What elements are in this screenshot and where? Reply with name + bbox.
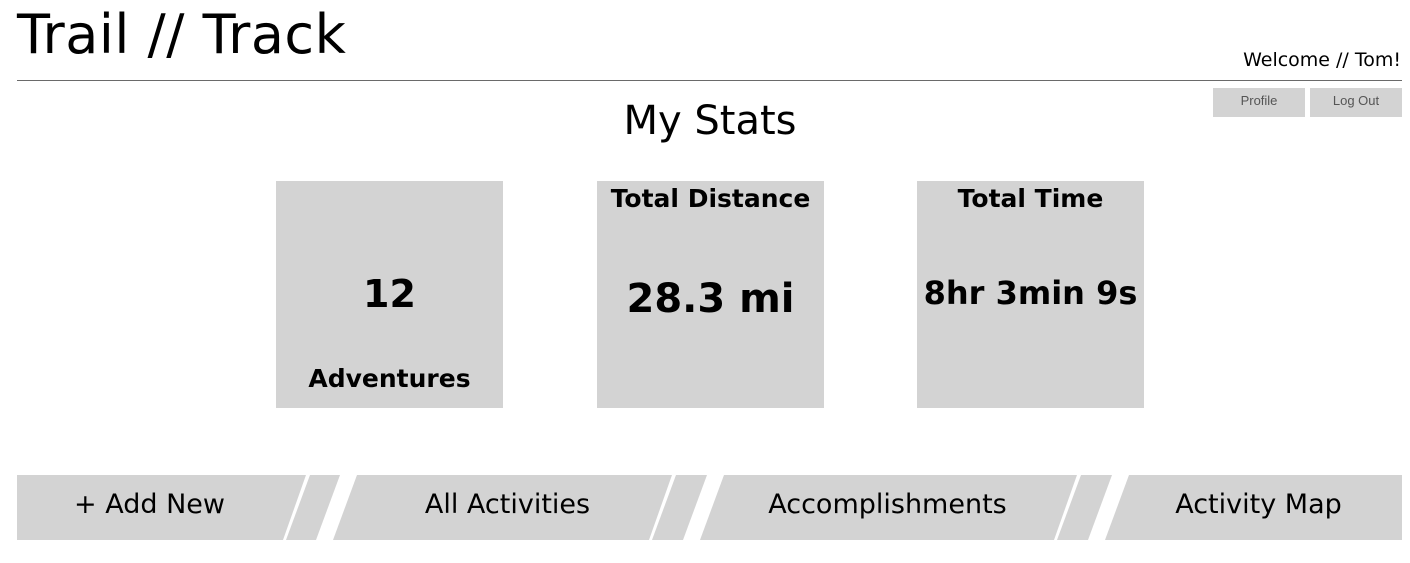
all-activities-button[interactable]: All Activities: [424, 489, 591, 520]
app-title: Trail // Track: [17, 3, 347, 66]
nav-segment-activity-map[interactable]: [1105, 475, 1402, 540]
nav-segments: [17, 475, 1402, 540]
adventures-count: 12: [363, 272, 416, 316]
add-new-button[interactable]: + Add New: [74, 489, 225, 520]
page-title: My Stats: [623, 98, 797, 144]
accomplishments-button[interactable]: Accomplishments: [768, 489, 1007, 520]
header-divider: [17, 80, 1402, 81]
nav-segment-accomplishments[interactable]: [700, 475, 1077, 540]
total-distance-card: Total Distance 28.3 mi: [597, 181, 824, 408]
total-time-label: Total Time: [957, 184, 1104, 213]
nav-segment-add-new[interactable]: [17, 475, 306, 540]
total-time-value: 8hr 3min 9s: [923, 274, 1138, 312]
nav-separator-stripe: [1057, 475, 1112, 540]
logout-button[interactable]: Log Out: [1310, 88, 1402, 117]
welcome-message: Welcome // Tom!: [1243, 49, 1401, 71]
nav-segment-all-activities[interactable]: [333, 475, 672, 540]
total-time-card: Total Time 8hr 3min 9s: [917, 181, 1144, 408]
adventures-card: 12 Adventures: [276, 181, 503, 408]
nav-separator-stripe: [652, 475, 707, 540]
activity-map-button[interactable]: Activity Map: [1175, 489, 1342, 520]
profile-button[interactable]: Profile: [1213, 88, 1305, 117]
total-distance-value: 28.3 mi: [626, 276, 795, 322]
total-distance-label: Total Distance: [610, 184, 811, 213]
bottom-nav: + Add New All Activities Accomplishments…: [0, 475, 1410, 540]
adventures-label: Adventures: [308, 364, 471, 393]
nav-separator-stripe: [286, 475, 340, 540]
